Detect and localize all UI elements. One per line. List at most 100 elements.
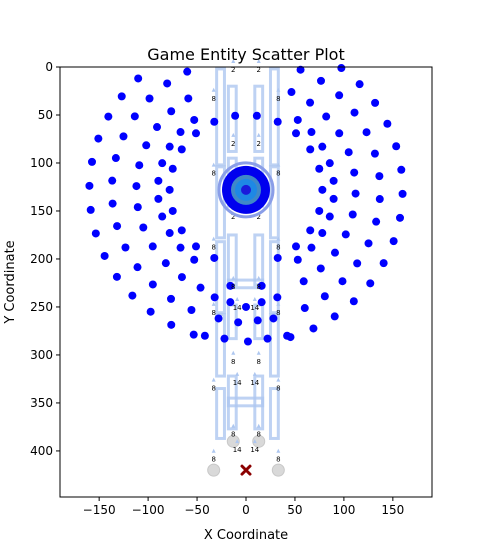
entity-point — [299, 277, 308, 286]
entity-point — [335, 129, 344, 138]
x-tick-label: −50 — [184, 503, 209, 517]
entity-point — [139, 223, 148, 232]
entity-point — [165, 229, 174, 238]
entity-point — [306, 226, 315, 235]
ghost-circle — [252, 434, 266, 448]
entity-arrow — [252, 439, 257, 444]
entity-label: 14 — [250, 446, 259, 454]
y-tick-label: 150 — [30, 204, 53, 218]
entity-point — [316, 76, 325, 85]
entity-point — [191, 242, 200, 251]
entity-arrow — [211, 87, 216, 92]
entity-point — [389, 237, 398, 246]
entity-arrow — [276, 377, 281, 382]
entity-label: 8 — [256, 283, 260, 291]
entity-arrow — [211, 162, 216, 167]
entity-point — [364, 239, 373, 248]
entity-point — [148, 280, 157, 289]
y-tick-label: 200 — [30, 252, 53, 266]
platform — [268, 67, 280, 167]
entity-arrow — [276, 448, 281, 453]
entity-point — [100, 251, 109, 260]
entity-point — [300, 304, 309, 313]
entity-point — [177, 145, 186, 154]
entity-point — [163, 79, 172, 88]
entity-point — [108, 176, 117, 185]
entity-point — [315, 206, 324, 215]
entity-arrow — [235, 371, 240, 376]
entity-point — [220, 334, 229, 343]
entity-point — [351, 189, 360, 198]
entity-arrow — [231, 59, 236, 63]
entity-layer — [85, 64, 407, 346]
entity-arrow — [276, 301, 281, 306]
entity-point — [318, 185, 327, 194]
entity-point — [135, 161, 144, 170]
entity-point — [293, 255, 302, 264]
entity-point — [158, 159, 167, 168]
entity-arrow — [256, 423, 261, 428]
entity-point — [292, 129, 301, 138]
entity-point — [145, 94, 154, 103]
entity-point — [273, 117, 282, 126]
entity-point — [86, 205, 95, 214]
entity-point — [329, 176, 338, 185]
ghost-layer — [207, 434, 285, 477]
entity-point — [190, 255, 199, 264]
entity-point — [383, 119, 392, 128]
entity-point — [296, 65, 305, 74]
entity-point — [379, 259, 388, 268]
entity-arrow — [231, 350, 236, 355]
entity-point — [184, 94, 193, 103]
entity-point — [165, 142, 174, 151]
entity-point — [257, 298, 266, 307]
entity-point — [309, 324, 318, 333]
entity-label: 8 — [276, 244, 280, 252]
entity-point — [325, 212, 334, 221]
entity-point — [161, 259, 170, 268]
entity-label: 8 — [276, 456, 280, 464]
entity-label: 8 — [211, 170, 215, 178]
entity-point — [335, 91, 344, 100]
chart-title: Game Entity Scatter Plot — [147, 45, 344, 64]
entity-arrow — [231, 132, 236, 137]
entity-point — [353, 259, 362, 268]
entity-point — [148, 242, 157, 251]
entity-label: 2 — [256, 213, 260, 221]
entity-point — [189, 330, 198, 339]
entity-point — [234, 318, 243, 327]
entity-point — [154, 194, 163, 203]
entity-label: 14 — [250, 379, 259, 387]
entity-point — [154, 176, 163, 185]
entity-point — [325, 159, 334, 168]
player-marker — [217, 161, 275, 219]
entity-point — [273, 293, 282, 302]
entity-label: 8 — [276, 170, 280, 178]
entity-point — [269, 314, 278, 323]
entity-point — [94, 134, 103, 143]
entity-label: 2 — [256, 140, 260, 148]
entity-point — [214, 314, 223, 323]
entity-point — [349, 297, 358, 306]
entity-point — [318, 229, 327, 238]
entity-label: 8 — [211, 244, 215, 252]
entity-point — [371, 98, 380, 107]
platform — [215, 240, 226, 315]
entity-point — [315, 164, 324, 173]
entity-label: 8 — [256, 358, 260, 366]
entity-point — [167, 107, 176, 116]
entity-point — [392, 142, 401, 151]
platform-layer — [215, 67, 280, 440]
entity-point — [329, 194, 338, 203]
entity-point — [366, 279, 375, 288]
entity-arrow — [211, 301, 216, 306]
entity-point — [130, 112, 139, 121]
entity-arrow — [235, 439, 240, 444]
entity-point — [398, 189, 407, 198]
entity-point — [196, 283, 205, 292]
entity-point — [167, 320, 176, 329]
entity-point — [226, 281, 235, 290]
target-cross — [240, 464, 252, 476]
y-tick-label: 0 — [45, 60, 53, 74]
